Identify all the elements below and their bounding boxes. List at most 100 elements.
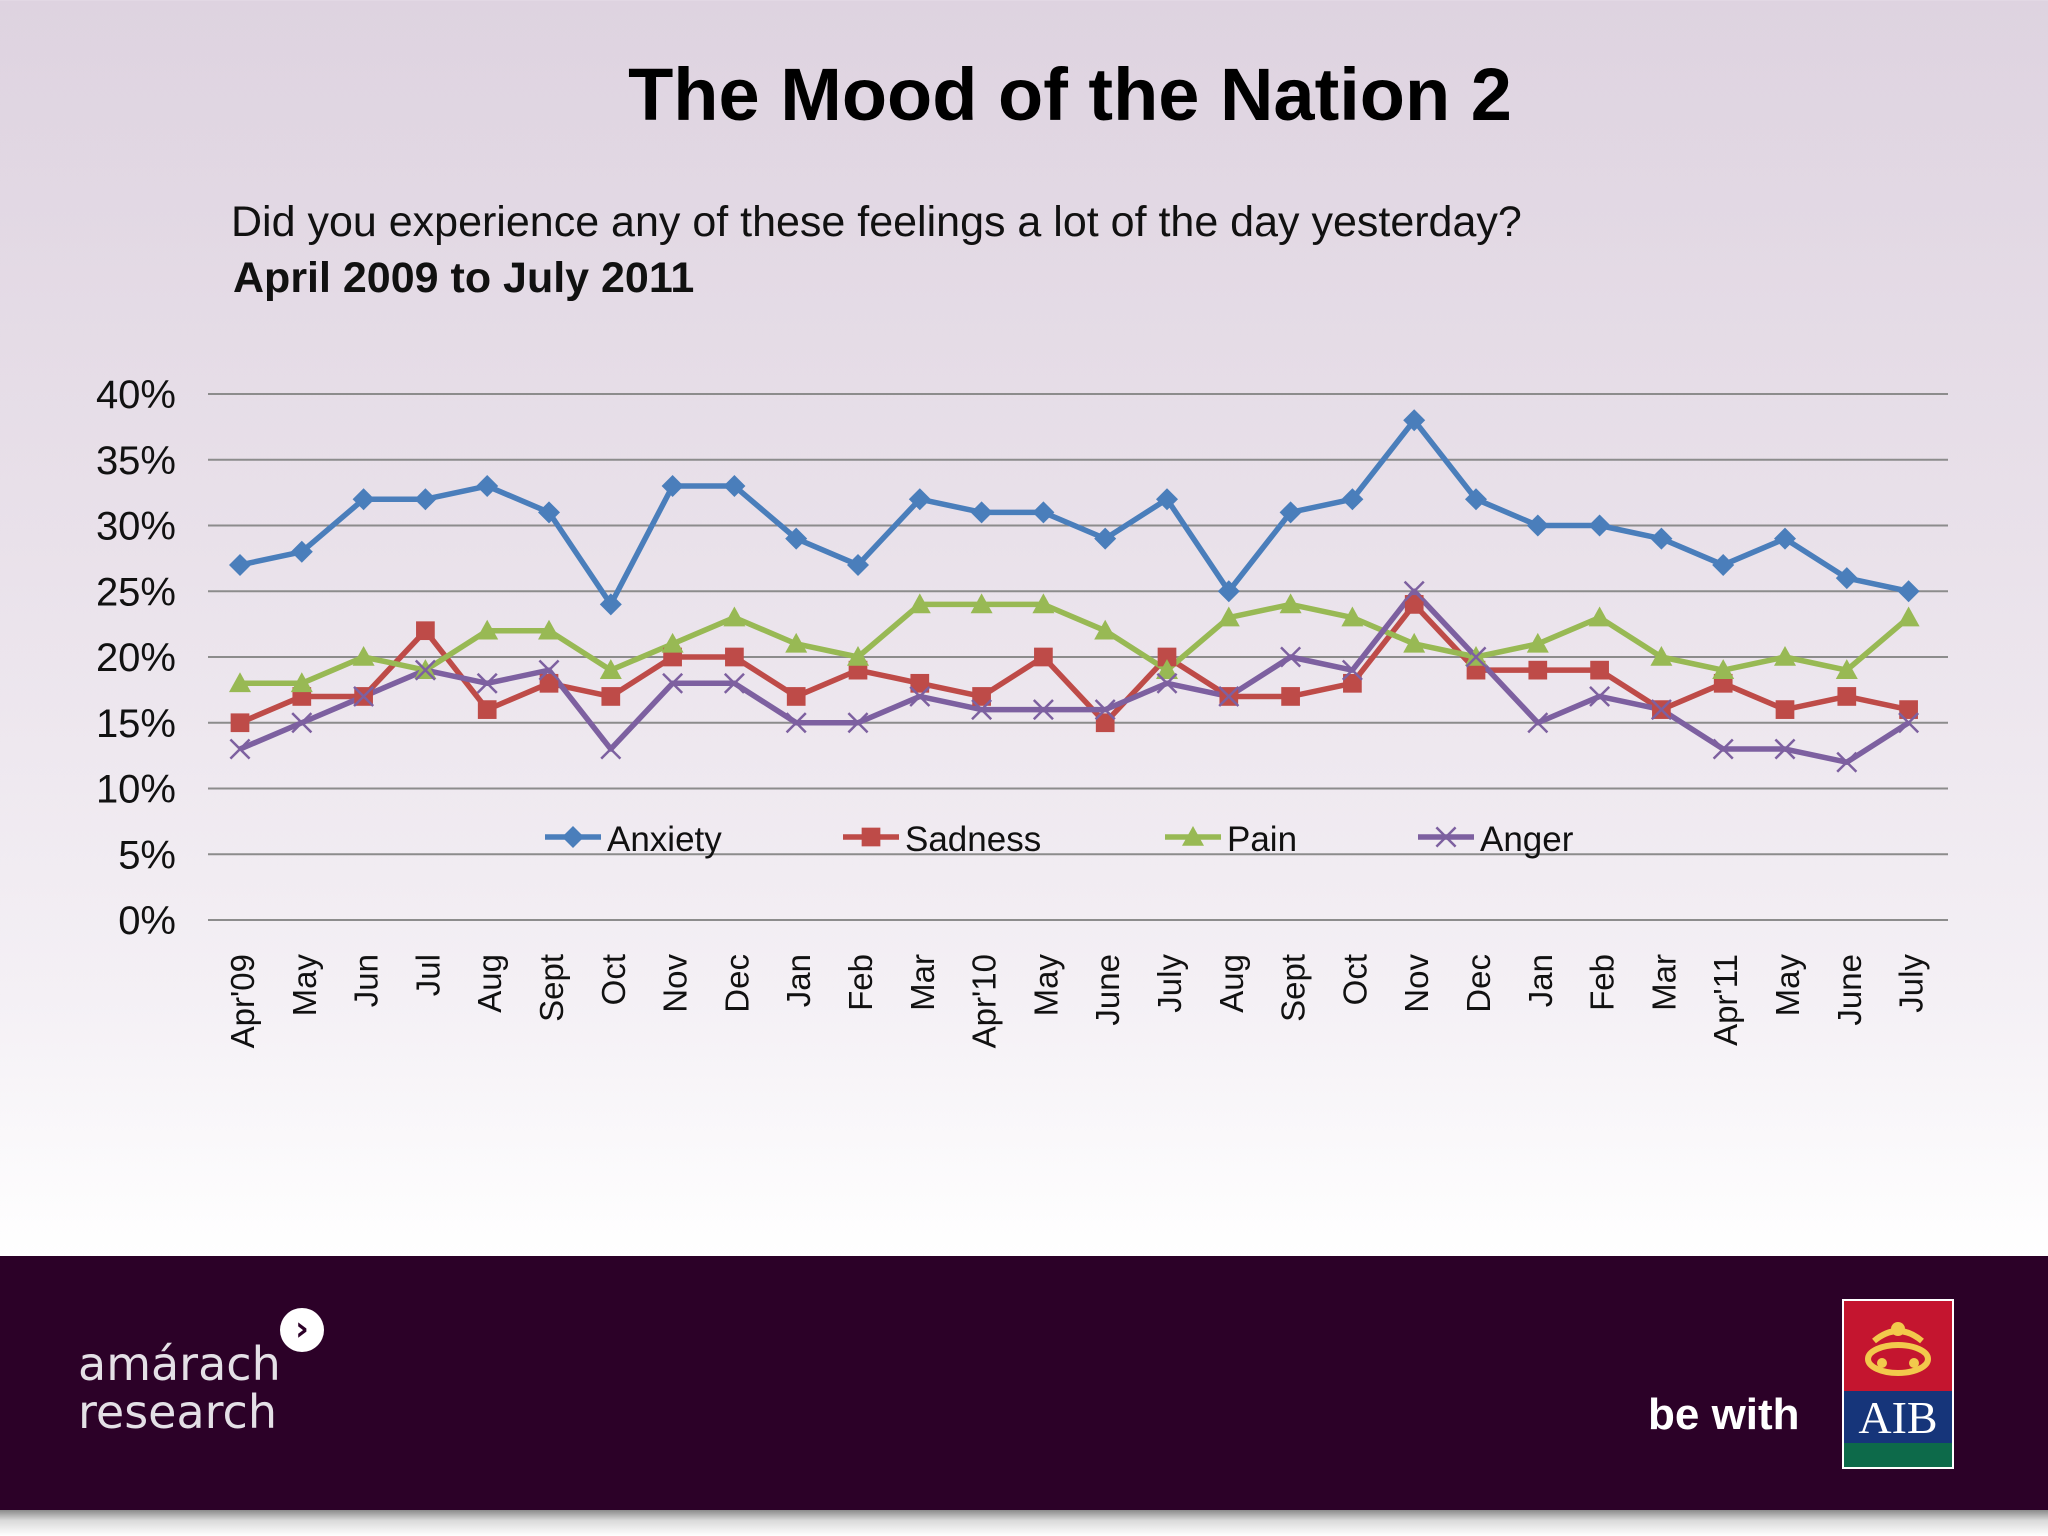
- chevron-right-icon: ›: [280, 1308, 324, 1352]
- data-point: [1403, 409, 1426, 432]
- data-point: [1712, 738, 1734, 760]
- data-point: [290, 672, 313, 693]
- data-point: [910, 673, 930, 693]
- x-tick-label: Nov: [1398, 954, 1435, 1013]
- y-tick-label: 10%: [96, 768, 176, 812]
- x-tick-label: Nov: [657, 954, 694, 1013]
- data-point: [1182, 826, 1204, 846]
- data-point: [1032, 501, 1055, 524]
- x-tick-label: Aug: [1213, 954, 1250, 1013]
- x-tick-label: May: [1027, 954, 1064, 1017]
- data-point: [909, 685, 931, 707]
- y-tick-label: 35%: [96, 439, 176, 483]
- data-point: [353, 685, 375, 707]
- line-chart: 0% 5% 10% 15% 20% 25% 30% 35% 40% Apr'09 May Jun Jul…: [96, 373, 1948, 1048]
- data-point: [1341, 606, 1364, 627]
- data-point: [352, 646, 375, 666]
- footer-shadow: [0, 1510, 2048, 1536]
- data-point: [229, 672, 251, 693]
- data-point: [476, 475, 499, 498]
- data-point: [1897, 580, 1920, 603]
- data-point: [1094, 699, 1116, 721]
- data-point: [476, 619, 499, 640]
- data-point: [1589, 685, 1611, 707]
- legend-label: Pain: [1227, 820, 1297, 859]
- y-tick-label: 15%: [96, 702, 176, 746]
- data-point: [1156, 659, 1178, 679]
- data-point: [1528, 660, 1548, 680]
- data-point: [1650, 699, 1672, 721]
- data-point: [1095, 713, 1115, 733]
- data-point: [1341, 659, 1363, 681]
- x-tick-label: Oct: [1336, 954, 1373, 1005]
- amarach-research-logo: amárach research: [78, 1340, 281, 1436]
- data-point: [1281, 687, 1300, 706]
- data-point: [1712, 659, 1735, 679]
- data-point: [1403, 580, 1425, 602]
- data-point: [908, 488, 931, 511]
- data-point: [1835, 659, 1858, 679]
- slide-title: The Mood of the Nation 2: [628, 53, 1512, 136]
- date-range: April 2009 to July 2011: [233, 254, 695, 302]
- x-tick-label: Dec: [1460, 954, 1497, 1013]
- data-point: [1404, 595, 1424, 614]
- data-point: [477, 700, 497, 719]
- data-point: [1712, 553, 1735, 576]
- data-point: [1588, 514, 1611, 537]
- data-point: [1032, 699, 1054, 721]
- data-point: [1836, 751, 1858, 773]
- data-point: [786, 687, 806, 706]
- data-point: [1218, 685, 1240, 707]
- data-point: [229, 553, 251, 576]
- data-point: [723, 606, 746, 627]
- data-point: [538, 659, 560, 681]
- amarach-logo-line2: research: [78, 1385, 278, 1439]
- data-point: [1094, 619, 1117, 640]
- data-point: [661, 632, 684, 653]
- data-point: [1403, 632, 1426, 653]
- data-point: [1156, 488, 1178, 511]
- x-tick-label: Feb: [842, 954, 879, 1011]
- data-point: [352, 488, 375, 511]
- x-tick-label: July: [1151, 954, 1188, 1013]
- data-point: [1774, 527, 1796, 550]
- data-point: [1835, 567, 1858, 590]
- series-line-sadness: [238, 601, 1910, 726]
- series-line-anxiety: [239, 417, 1910, 608]
- data-point: [1341, 488, 1364, 511]
- data-point: [1775, 700, 1795, 719]
- data-point: [414, 659, 436, 681]
- data-point: [1217, 580, 1240, 603]
- data-point: [562, 826, 584, 848]
- legend-label: Sadness: [905, 820, 1041, 859]
- data-point: [1280, 646, 1302, 668]
- x-tick-label: Apr'10: [966, 954, 1003, 1048]
- data-point: [1588, 606, 1611, 627]
- y-tick-label: 20%: [96, 636, 176, 680]
- aib-crest-icon: [1844, 1301, 1952, 1391]
- data-point: [600, 738, 622, 760]
- data-point: [662, 672, 684, 694]
- data-point: [414, 488, 437, 511]
- x-tick-label: May: [1769, 954, 1806, 1017]
- data-point: [1343, 673, 1362, 693]
- data-point: [971, 699, 993, 721]
- data-point: [1094, 527, 1117, 550]
- series-line-pain: [240, 601, 1911, 687]
- data-point: [661, 475, 684, 498]
- data-point: [1899, 700, 1918, 719]
- aib-logo-text: AIB: [1844, 1391, 1952, 1443]
- x-tick-label: Dec: [718, 954, 755, 1013]
- data-point: [290, 540, 313, 563]
- y-tick-label: 40%: [96, 373, 176, 417]
- x-tick-label: Mar: [1645, 954, 1682, 1011]
- be-with-text: be with: [1648, 1390, 1800, 1439]
- x-tick-label: Mar: [904, 954, 941, 1011]
- data-point: [1435, 826, 1457, 848]
- data-point: [785, 632, 808, 653]
- x-tick-label: Jul: [409, 954, 446, 996]
- legend-label: Anxiety: [607, 820, 722, 859]
- y-tick-label: 25%: [96, 570, 176, 614]
- data-point: [539, 673, 559, 693]
- data-point: [1774, 738, 1796, 760]
